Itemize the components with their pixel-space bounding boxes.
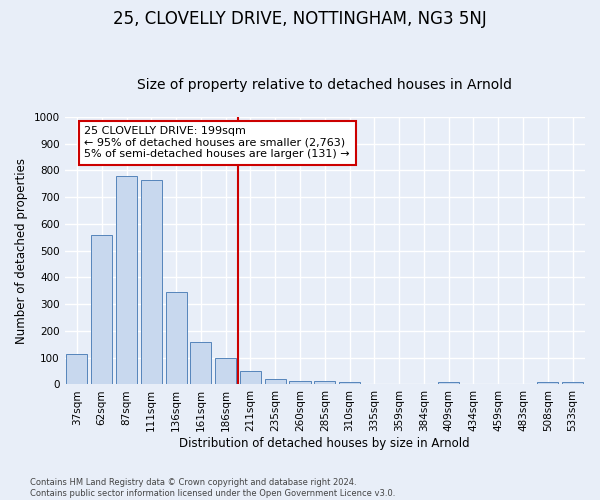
Bar (141, 180, 162, 384)
Bar (240, 371, 261, 384)
Bar (537, 382, 559, 384)
Bar (339, 382, 360, 384)
Bar (116, 176, 137, 384)
Bar (91, 236, 112, 384)
Bar (67, 354, 88, 384)
Bar (166, 292, 187, 384)
X-axis label: Distribution of detached houses by size in Arnold: Distribution of detached houses by size … (179, 437, 470, 450)
Text: Contains HM Land Registry data © Crown copyright and database right 2024.
Contai: Contains HM Land Registry data © Crown c… (30, 478, 395, 498)
Bar (562, 382, 583, 384)
Y-axis label: Number of detached properties: Number of detached properties (15, 158, 28, 344)
Text: 25, CLOVELLY DRIVE, NOTTINGHAM, NG3 5NJ: 25, CLOVELLY DRIVE, NOTTINGHAM, NG3 5NJ (113, 10, 487, 28)
Bar (190, 342, 211, 384)
Text: 25 CLOVELLY DRIVE: 199sqm
← 95% of detached houses are smaller (2,763)
5% of sem: 25 CLOVELLY DRIVE: 199sqm ← 95% of detac… (85, 126, 350, 160)
Bar (265, 379, 286, 384)
Title: Size of property relative to detached houses in Arnold: Size of property relative to detached ho… (137, 78, 512, 92)
Bar (314, 381, 335, 384)
Bar (215, 358, 236, 384)
Bar (438, 382, 459, 384)
Bar (289, 381, 311, 384)
